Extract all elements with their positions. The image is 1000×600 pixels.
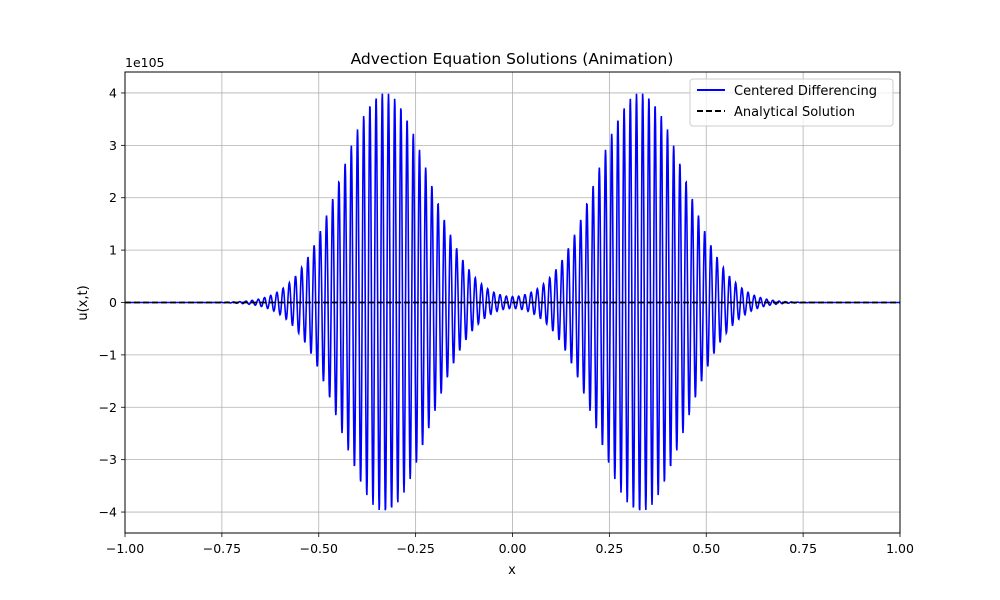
- y-offset-label: 1e105: [125, 55, 165, 70]
- legend-box: [689, 78, 894, 127]
- legend-label-analytical-solution: Analytical Solution: [734, 105, 855, 120]
- x-tick-label: 0.75: [789, 541, 817, 556]
- y-tick-label: −2: [99, 400, 117, 415]
- y-ticks: −4 −3 −2 −1 0 1 2 3 4: [99, 85, 125, 520]
- series-group: [125, 93, 900, 511]
- x-axis-label: x: [508, 563, 516, 578]
- x-tick-label: 1.00: [886, 541, 914, 556]
- y-tick-label: 2: [109, 190, 117, 205]
- x-tick-label: −0.25: [396, 541, 434, 556]
- y-tick-label: 0: [109, 295, 117, 310]
- x-tick-label: −0.50: [300, 541, 338, 556]
- chart-title: Advection Equation Solutions (Animation): [351, 50, 674, 68]
- x-tick-label: 0.25: [595, 541, 623, 556]
- legend-label-centered-differencing: Centered Differencing: [734, 84, 877, 99]
- x-tick-label: −1.00: [106, 541, 144, 556]
- y-tick-label: 1: [109, 243, 117, 258]
- x-tick-label: −0.75: [203, 541, 241, 556]
- x-ticks: −1.00 −0.75 −0.50 −0.25 0.00 0.25 0.50 0.75 1.00: [106, 533, 914, 556]
- y-tick-label: −3: [99, 452, 117, 467]
- y-tick-label: −4: [99, 505, 117, 520]
- legend: Centered Differencing Analytical Solutio…: [689, 78, 894, 127]
- y-tick-label: −1: [99, 347, 117, 362]
- y-tick-label: 4: [109, 85, 117, 100]
- x-tick-label: 0.00: [499, 541, 527, 556]
- x-tick-label: 0.50: [692, 541, 720, 556]
- y-tick-label: 3: [109, 138, 117, 153]
- series-line-centered-differencing: [125, 93, 900, 511]
- y-axis-label: u(x,t): [76, 285, 91, 320]
